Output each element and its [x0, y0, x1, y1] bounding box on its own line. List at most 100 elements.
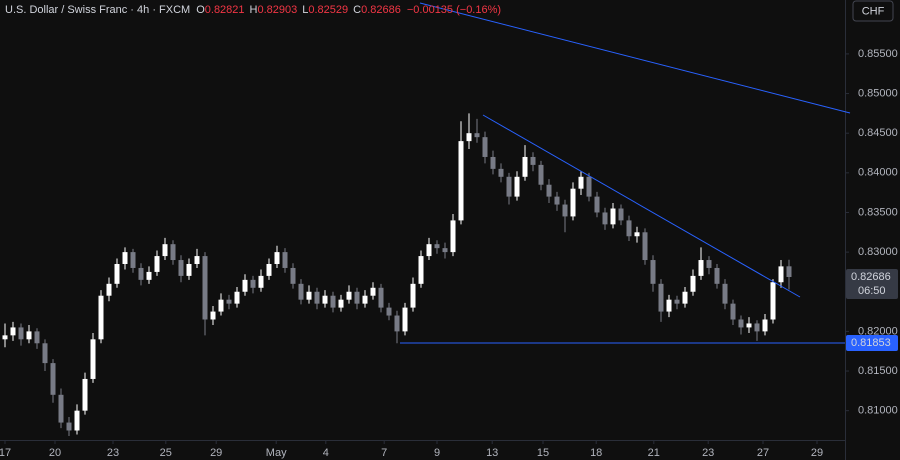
- candle-body: [274, 252, 280, 264]
- candle-body: [474, 133, 480, 138]
- currency-button[interactable]: [852, 0, 894, 22]
- candle-body: [82, 378, 88, 411]
- candle-body: [690, 275, 696, 292]
- candle-body: [258, 275, 264, 288]
- candle-body: [770, 282, 776, 320]
- candle-body: [42, 343, 48, 364]
- support-label-box: [846, 335, 898, 352]
- candle-body: [442, 248, 448, 253]
- candle-body: [218, 299, 224, 312]
- candle-body: [50, 363, 56, 395]
- y-tick-label: 0.82000: [858, 325, 898, 337]
- candle-body: [562, 204, 568, 217]
- candle-body: [666, 299, 672, 312]
- candle-body: [602, 212, 608, 225]
- y-tick-label: 0.84000: [858, 167, 898, 179]
- candle-body: [626, 220, 632, 237]
- candle-body: [482, 137, 488, 157]
- candle-body: [106, 283, 112, 296]
- candle-body: [506, 176, 512, 197]
- candle-body: [386, 307, 392, 316]
- header-ohlc-value: 0.82903: [257, 4, 297, 16]
- candle-body: [226, 299, 232, 304]
- candle-body: [778, 266, 784, 283]
- candle-body: [186, 264, 192, 276]
- candle-body: [498, 168, 504, 177]
- candle-body: [522, 156, 528, 177]
- candle-body: [66, 422, 72, 431]
- candle-body: [114, 264, 120, 284]
- trend-line: [419, 2, 851, 114]
- candle-body: [74, 410, 80, 431]
- candle-body: [378, 287, 384, 308]
- header: U.S. Dollar / Swiss Franc · 4h · FXCM O0.…: [5, 4, 501, 16]
- candle-body: [314, 291, 320, 304]
- x-tick-label: 7: [381, 447, 387, 459]
- candles: [2, 113, 792, 437]
- candle-body: [714, 267, 720, 284]
- candle-body: [34, 331, 40, 344]
- candle-body: [466, 133, 472, 142]
- candle-body: [194, 256, 200, 264]
- header-title: U.S. Dollar / Swiss Franc · 4h · FXCM: [5, 4, 190, 16]
- x-tick-label: 15: [537, 447, 549, 459]
- header-ohlc-letter: L: [302, 4, 308, 16]
- currency-label: CHF: [862, 5, 885, 17]
- x-tick-label: 23: [107, 447, 119, 459]
- candle-body: [762, 319, 768, 332]
- candle-body: [698, 260, 704, 276]
- candle-body: [266, 264, 272, 276]
- candle-body: [570, 188, 576, 217]
- candle-body: [18, 327, 24, 340]
- candle-body: [458, 141, 464, 221]
- x-tick-label: 27: [757, 447, 769, 459]
- candle-body: [234, 291, 240, 304]
- candle-body: [706, 260, 712, 268]
- trend-line: [482, 114, 801, 298]
- support-label: 0.81853: [851, 337, 891, 349]
- candle-body: [594, 196, 600, 213]
- candle-body: [426, 244, 432, 257]
- candle-body: [538, 164, 544, 185]
- candle-body: [786, 266, 792, 278]
- candle-body: [490, 156, 496, 169]
- candle-body: [418, 256, 424, 284]
- candle-body: [306, 291, 312, 300]
- candle-body: [138, 267, 144, 280]
- x-tick-label: 20: [49, 447, 61, 459]
- candle-body: [394, 315, 400, 332]
- candle-body: [578, 176, 584, 189]
- candle-body: [338, 299, 344, 308]
- candle-body: [26, 331, 32, 340]
- x-tick-label: 29: [210, 447, 222, 459]
- candle-body: [242, 279, 248, 292]
- last-price-label: 0.82686: [851, 271, 891, 283]
- candle-body: [434, 244, 440, 249]
- x-tick-label: 21: [648, 447, 660, 459]
- x-tick-label: 25: [160, 447, 172, 459]
- candle-body: [746, 323, 752, 328]
- candle-body: [298, 283, 304, 300]
- y-tick-label: 0.81500: [858, 365, 898, 377]
- candle-body: [730, 303, 736, 320]
- candle-body: [554, 196, 560, 205]
- candle-body: [178, 260, 184, 276]
- candle-body: [586, 176, 592, 197]
- header-ohlc-value: 0.82821: [205, 4, 245, 16]
- x-tick-label: 9: [434, 447, 440, 459]
- candle-body: [722, 283, 728, 304]
- header-ohlc-value: 0.82529: [308, 4, 348, 16]
- candle-body: [58, 394, 64, 423]
- candle-body: [642, 232, 648, 261]
- candle-body: [170, 244, 176, 261]
- candle-body: [98, 295, 104, 340]
- candle-body: [738, 319, 744, 328]
- candle-body: [754, 323, 760, 332]
- candle-body: [634, 232, 640, 237]
- x-tick-label: May: [266, 447, 287, 459]
- candle-body: [610, 208, 616, 225]
- last-price-box: [846, 269, 898, 300]
- candle-body: [650, 260, 656, 284]
